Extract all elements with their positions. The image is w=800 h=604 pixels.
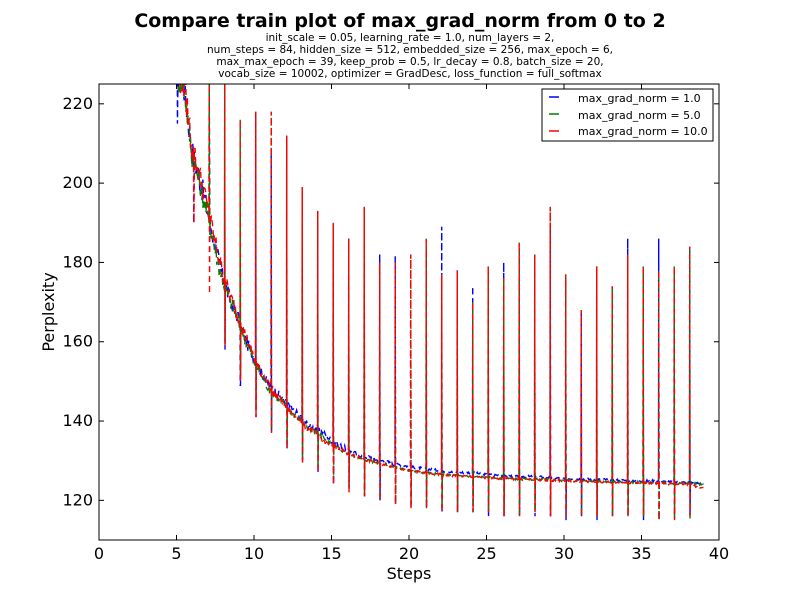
x-tick-label: 10 [244, 544, 264, 563]
chart-subtitle-line-2: num_steps = 84, hidden_size = 512, embed… [207, 44, 613, 56]
y-tick-label: 160 [62, 332, 93, 351]
series-line-3 [176, 84, 704, 521]
y-tick-label: 200 [62, 173, 93, 192]
y-axis-label: Perplexity [39, 272, 58, 351]
chart-title: Compare train plot of max_grad_norm from… [134, 10, 665, 32]
series-layer [175, 84, 705, 521]
y-tick-label: 220 [62, 94, 93, 113]
x-tick-label: 40 [709, 544, 729, 563]
x-tick-label: 35 [631, 544, 651, 563]
chart-subtitle-line-4: vocab_size = 10002, optimizer = GradDesc… [218, 68, 601, 80]
legend-box [541, 88, 714, 142]
y-tick-label: 180 [62, 252, 93, 271]
x-tick-label: 25 [476, 544, 496, 563]
legend-label-series-3: max_grad_norm = 10.0 [578, 125, 708, 138]
x-tick-label: 0 [94, 544, 104, 563]
chart-subtitle-line-3: max_max_epoch = 39, keep_prob = 0.5, lr_… [216, 56, 603, 68]
x-axis-label: Steps [387, 564, 432, 583]
x-tick-label: 15 [321, 544, 341, 563]
chart-subtitle-line-1: init_scale = 0.05, learning_rate = 1.0, … [266, 32, 555, 44]
x-tick-label: 5 [171, 544, 181, 563]
axis-ticks: 0 5 10 15 20 25 30 35 40 120 140 160 180 200 220 [62, 84, 729, 563]
legend-label-series-2: max_grad_norm = 5.0 [578, 109, 701, 122]
legend: max_grad_norm = 1.0 max_grad_norm = 5.0 … [541, 88, 714, 142]
x-tick-label: 20 [399, 544, 419, 563]
y-tick-label: 120 [62, 490, 93, 509]
legend-label-series-1: max_grad_norm = 1.0 [578, 92, 701, 105]
x-tick-label: 30 [554, 544, 574, 563]
y-tick-label: 140 [62, 411, 93, 430]
